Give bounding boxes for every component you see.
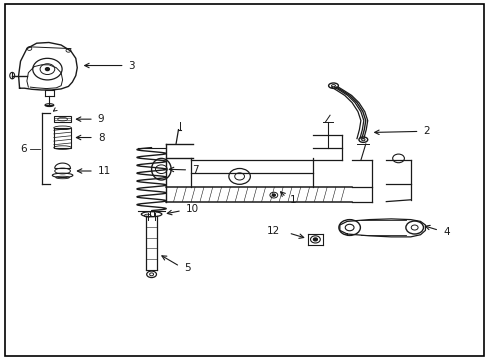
Circle shape xyxy=(45,68,49,71)
Text: 6: 6 xyxy=(20,144,27,154)
Text: 5: 5 xyxy=(183,263,190,273)
Circle shape xyxy=(313,238,317,241)
Text: 11: 11 xyxy=(98,166,111,176)
Text: 1: 1 xyxy=(289,195,296,205)
Text: 12: 12 xyxy=(266,226,279,237)
Text: 10: 10 xyxy=(185,204,199,214)
Text: 2: 2 xyxy=(423,126,429,136)
Text: 8: 8 xyxy=(98,132,104,143)
Bar xyxy=(54,116,71,122)
Bar xyxy=(54,128,71,148)
Text: 4: 4 xyxy=(442,227,449,237)
Text: 3: 3 xyxy=(128,60,135,71)
Circle shape xyxy=(272,194,275,196)
Text: 7: 7 xyxy=(192,165,199,175)
Text: 9: 9 xyxy=(98,114,104,124)
